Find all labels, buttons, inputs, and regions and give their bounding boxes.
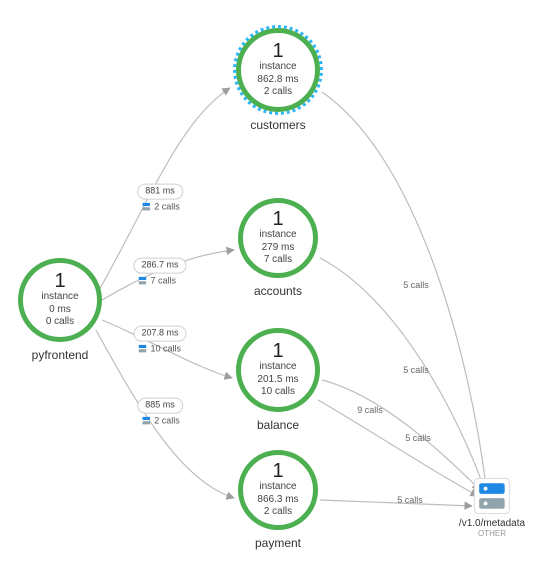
node-count: 1	[272, 209, 283, 229]
node-pyfrontend[interactable]: 1instance0 ms0 calls pyfrontend	[18, 258, 102, 362]
node-count: 1	[272, 461, 283, 481]
server-icon	[474, 478, 510, 514]
node-sub2: 279 ms	[262, 242, 295, 255]
node-sub2: 862.8 ms	[257, 74, 298, 87]
node-sub3: 2 calls	[264, 506, 292, 519]
node-count: 1	[272, 341, 283, 361]
node-count: 1	[272, 41, 283, 61]
endpoint-sublabel: OTHER	[459, 529, 525, 538]
node-sub1: instance	[259, 481, 296, 494]
node-payment[interactable]: 1instance866.3 ms2 calls payment	[238, 450, 318, 550]
node-sub3: 0 calls	[46, 316, 74, 329]
node-sub2: 201.5 ms	[257, 374, 298, 387]
edge-text-payment_meta: 5 calls	[397, 495, 423, 505]
edge-badge-pf_customers: 881 ms2 calls	[137, 181, 183, 212]
endpoint-metadata[interactable]: /v1.0/metadata OTHER	[459, 478, 525, 538]
edge-badge-pf_balance: 207.8 ms10 calls	[133, 323, 186, 354]
edge-calls: 7 calls	[150, 275, 176, 285]
edge-badge-pf_payment: 885 ms2 calls	[137, 395, 183, 426]
endpoint-label: /v1.0/metadata	[459, 518, 525, 529]
node-label: pyfrontend	[18, 348, 102, 362]
node-accounts[interactable]: 1instance279 ms7 calls accounts	[238, 198, 318, 298]
node-count: 1	[54, 271, 65, 291]
node-sub1: instance	[259, 361, 296, 374]
node-label: payment	[238, 536, 318, 550]
edge-latency: 286.7 ms	[133, 258, 186, 274]
edge-calls: 10 calls	[150, 343, 181, 353]
edge-calls: 2 calls	[154, 415, 180, 425]
node-sub1: instance	[259, 61, 296, 74]
node-sub1: instance	[259, 229, 296, 242]
edge-latency: 881 ms	[137, 184, 183, 200]
edge-text-balance_meta2: 5 calls	[405, 433, 431, 443]
edge-latency: 207.8 ms	[133, 326, 186, 342]
edge-text-balance_meta1: 9 calls	[357, 405, 383, 415]
node-label: balance	[236, 418, 320, 432]
node-sub3: 2 calls	[264, 86, 292, 99]
node-sub2: 866.3 ms	[257, 494, 298, 507]
node-balance[interactable]: 1instance201.5 ms10 calls balance	[236, 328, 320, 432]
node-sub1: instance	[41, 291, 78, 304]
node-sub3: 10 calls	[261, 386, 295, 399]
node-sub2: 0 ms	[49, 304, 71, 317]
edge-badge-pf_accounts: 286.7 ms7 calls	[133, 255, 186, 286]
edge-latency: 885 ms	[137, 398, 183, 414]
edge-text-customers_meta: 5 calls	[403, 280, 429, 290]
node-label: customers	[236, 118, 320, 132]
node-label: accounts	[238, 284, 318, 298]
edge-text-accounts_meta: 5 calls	[403, 365, 429, 375]
node-sub3: 7 calls	[264, 254, 292, 267]
node-customers[interactable]: 1instance862.8 ms2 calls customers	[236, 28, 320, 132]
edge-calls: 2 calls	[154, 201, 180, 211]
